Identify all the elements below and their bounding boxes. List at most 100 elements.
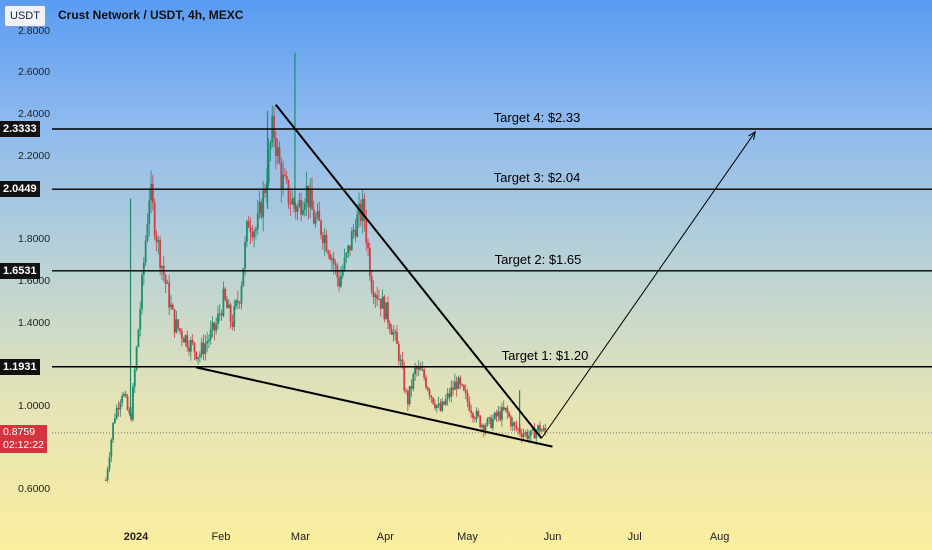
candle-body	[211, 322, 214, 330]
candle-body	[396, 331, 398, 345]
candle-body	[132, 386, 134, 420]
candle-body	[540, 430, 543, 432]
candle-body	[370, 276, 373, 292]
candle-body	[302, 210, 304, 215]
upper-wedge-line	[274, 104, 543, 439]
x-tick-label: Mar	[290, 531, 310, 543]
candle-body	[262, 189, 265, 218]
target-label: Target 1: $1.20	[501, 347, 589, 363]
candle-body	[249, 227, 252, 233]
candle-body	[408, 386, 411, 405]
candle-body	[481, 425, 483, 428]
candle-body	[119, 402, 122, 410]
candle-body	[318, 211, 321, 221]
candle-body	[376, 295, 379, 299]
candle-body	[173, 309, 176, 333]
candle-body	[450, 387, 453, 397]
candle-body	[484, 425, 487, 431]
candle-body	[511, 422, 514, 427]
candle-body	[240, 286, 243, 304]
candle-body	[531, 428, 534, 431]
candle-body	[329, 254, 332, 260]
candle-body	[123, 393, 125, 396]
candle-body	[110, 439, 113, 458]
candle-body	[470, 410, 473, 414]
candle-body	[390, 329, 393, 335]
candle-body	[296, 206, 299, 212]
candle-body	[338, 277, 341, 287]
candle-body	[121, 395, 124, 403]
candle-body	[321, 235, 324, 244]
candle-body	[235, 300, 237, 307]
candle-body	[294, 205, 297, 212]
candle-body	[352, 230, 355, 232]
level-tag: 1.1931	[0, 358, 40, 375]
candle-body	[430, 395, 433, 398]
candle-body	[314, 217, 317, 224]
candle-body	[265, 183, 268, 194]
candle-body	[334, 263, 337, 266]
candle-body	[246, 221, 248, 242]
candle-body	[446, 393, 449, 399]
candle-body	[486, 418, 489, 426]
candle-body	[112, 422, 114, 440]
x-tick-label: Apr	[376, 531, 394, 543]
candle-body	[515, 425, 518, 429]
candle-body	[403, 366, 406, 391]
x-tick-label: May	[457, 531, 478, 543]
candle-body	[441, 401, 444, 411]
candle-body	[455, 381, 458, 389]
candle-body	[115, 407, 118, 419]
candle-body	[468, 401, 471, 411]
candle-body	[309, 190, 312, 208]
candle-body	[233, 306, 236, 328]
candle-body	[482, 425, 485, 431]
y-tick-label: 1.4000	[18, 316, 51, 329]
candle-body	[198, 354, 201, 358]
candle-body	[226, 299, 228, 309]
candle-body	[208, 339, 210, 342]
ticker-button[interactable]: USDT	[4, 5, 46, 27]
candle-body	[106, 468, 109, 481]
candle-body	[280, 163, 283, 189]
candle-body	[171, 304, 174, 310]
candle-body	[459, 377, 462, 385]
candle-body	[215, 324, 218, 331]
candle-body	[524, 432, 527, 434]
candle-body	[495, 412, 498, 417]
candle-body	[108, 457, 111, 469]
candle-body	[491, 419, 494, 428]
candle-body	[416, 367, 418, 370]
x-tick-label: Jul	[627, 531, 642, 543]
candle-body	[168, 282, 171, 308]
candle-body	[166, 282, 169, 284]
candle-body	[513, 422, 516, 426]
bar-countdown: 02:12:22	[3, 439, 44, 451]
candle-body	[202, 342, 205, 355]
candle-body	[426, 387, 429, 391]
candle-body	[461, 384, 464, 386]
candle-body	[264, 189, 266, 194]
candle-body	[278, 147, 281, 164]
candle-body	[189, 339, 192, 352]
candle-body	[142, 262, 145, 275]
current-price-badge: 0.8759 02:12:22	[0, 425, 47, 453]
target-label: Target 4: $2.33	[493, 110, 581, 125]
candle-body	[164, 274, 167, 284]
candle-body	[186, 335, 189, 348]
candle-body	[367, 243, 369, 248]
candle-body	[298, 199, 301, 207]
candle-body	[378, 298, 380, 300]
candle-body	[155, 235, 158, 243]
y-tick-label: 1.8000	[18, 233, 51, 246]
lower-wedge-line	[196, 366, 553, 448]
candle-body	[544, 427, 547, 433]
candle-body	[538, 425, 541, 432]
candle-body	[146, 223, 149, 241]
candle-body	[361, 198, 364, 222]
candle-body	[217, 313, 219, 325]
candle-body	[305, 185, 308, 204]
candle-body	[374, 295, 377, 298]
